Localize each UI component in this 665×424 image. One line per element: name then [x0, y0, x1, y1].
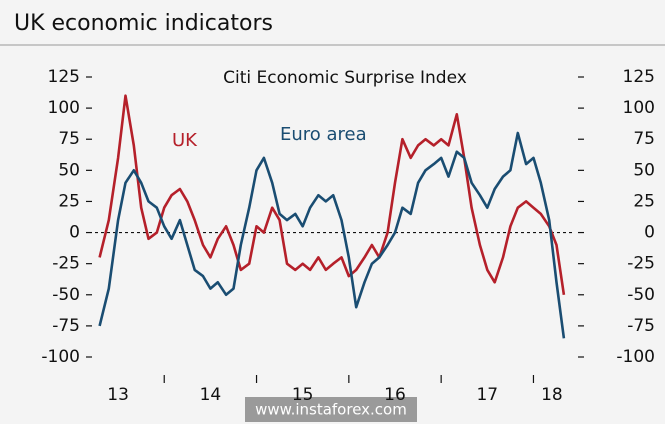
y-tick-label: 25 [58, 191, 80, 211]
y-tick-label: 125 [48, 67, 80, 87]
y-tick-label: 0 [69, 223, 80, 243]
y2-tick-label: 100 [623, 98, 655, 118]
y2-tick-label: 25 [633, 191, 655, 211]
y-tick-label: -75 [52, 316, 80, 336]
series-line [98, 131, 566, 339]
x-tick-label: 13 [107, 385, 129, 405]
y-tick-label: 100 [48, 98, 80, 118]
x-tick-label: 17 [476, 385, 498, 405]
y2-tick-label: -75 [627, 316, 655, 336]
x-tick-label: 16 [384, 385, 406, 405]
chart-title: UK economic indicators [14, 11, 273, 36]
y2-tick-label: 125 [623, 67, 655, 87]
y2-tick-label: -25 [627, 254, 655, 274]
watermark-box [245, 397, 417, 422]
y-tick-label: -25 [52, 254, 80, 274]
x-tick-label: 14 [200, 385, 222, 405]
y2-tick-label: 75 [633, 129, 655, 149]
legend-label: Euro area [280, 124, 367, 145]
y-tick-label: -100 [41, 347, 80, 367]
x-tick-label: 18 [541, 385, 563, 405]
y2-tick-label: 50 [633, 160, 655, 180]
y-tick-label: -50 [52, 285, 80, 305]
y2-tick-label: 0 [644, 223, 655, 243]
y2-tick-label: -100 [616, 347, 655, 367]
y2-tick-label: -50 [627, 285, 655, 305]
y-tick-label: 75 [58, 129, 80, 149]
series-line [98, 94, 566, 295]
chart-subtitle: Citi Economic Surprise Index [223, 68, 467, 88]
y-tick-label: 50 [58, 160, 80, 180]
watermark: www.instaforex.com [255, 401, 407, 419]
x-tick-label: 15 [292, 385, 314, 405]
legend-label: UK [172, 130, 198, 151]
